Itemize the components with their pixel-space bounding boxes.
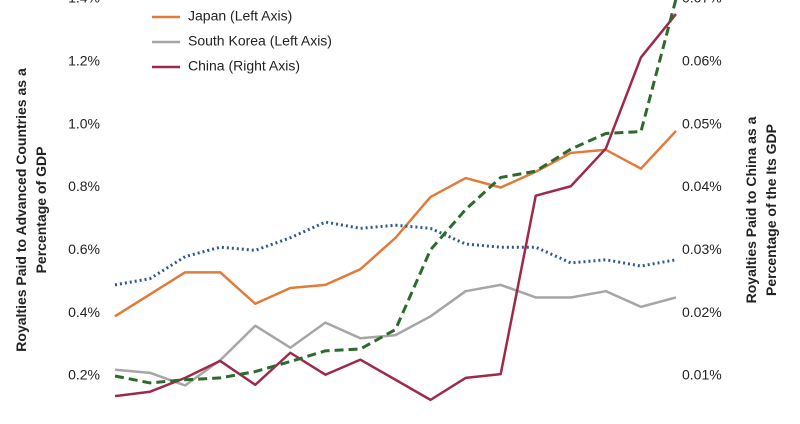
y2-tick-label: 0.02% — [682, 304, 722, 320]
y2-tick-label: 0.06% — [682, 53, 722, 69]
y2-tick-label: 0.01% — [682, 367, 722, 383]
y-axis-label: Royalties Paid to Advanced Countries as … — [13, 68, 49, 352]
y-tick-label: 1.0% — [68, 115, 100, 131]
y-tick-label: 0.8% — [68, 178, 100, 194]
plot — [114, 0, 678, 402]
legend-label: Japan (Left Axis) — [188, 8, 292, 24]
series-line — [114, 220, 677, 287]
series-line — [114, 283, 677, 387]
y-tick-label: 1.2% — [68, 53, 100, 69]
series-line — [114, 130, 677, 318]
y-tick-label: 1.4% — [68, 0, 100, 6]
y-tick-label: 0.6% — [68, 241, 100, 257]
y2-tick-label: 0.03% — [682, 241, 722, 257]
y2-axis-label: Royalties Paid to China as a Percentage o… — [743, 116, 779, 303]
y2-tick-label: 0.04% — [682, 178, 722, 194]
series-line — [114, 0, 678, 385]
y2-tick-label: 0.07% — [682, 0, 722, 6]
y-tick-label: 0.4% — [68, 304, 100, 320]
y-tick-label: 0.2% — [68, 367, 100, 383]
legend-label: China (Right Axis) — [188, 58, 300, 74]
series-line — [114, 13, 677, 402]
y2-tick-label: 0.05% — [682, 115, 722, 131]
legend-label: South Korea (Left Axis) — [188, 33, 332, 49]
